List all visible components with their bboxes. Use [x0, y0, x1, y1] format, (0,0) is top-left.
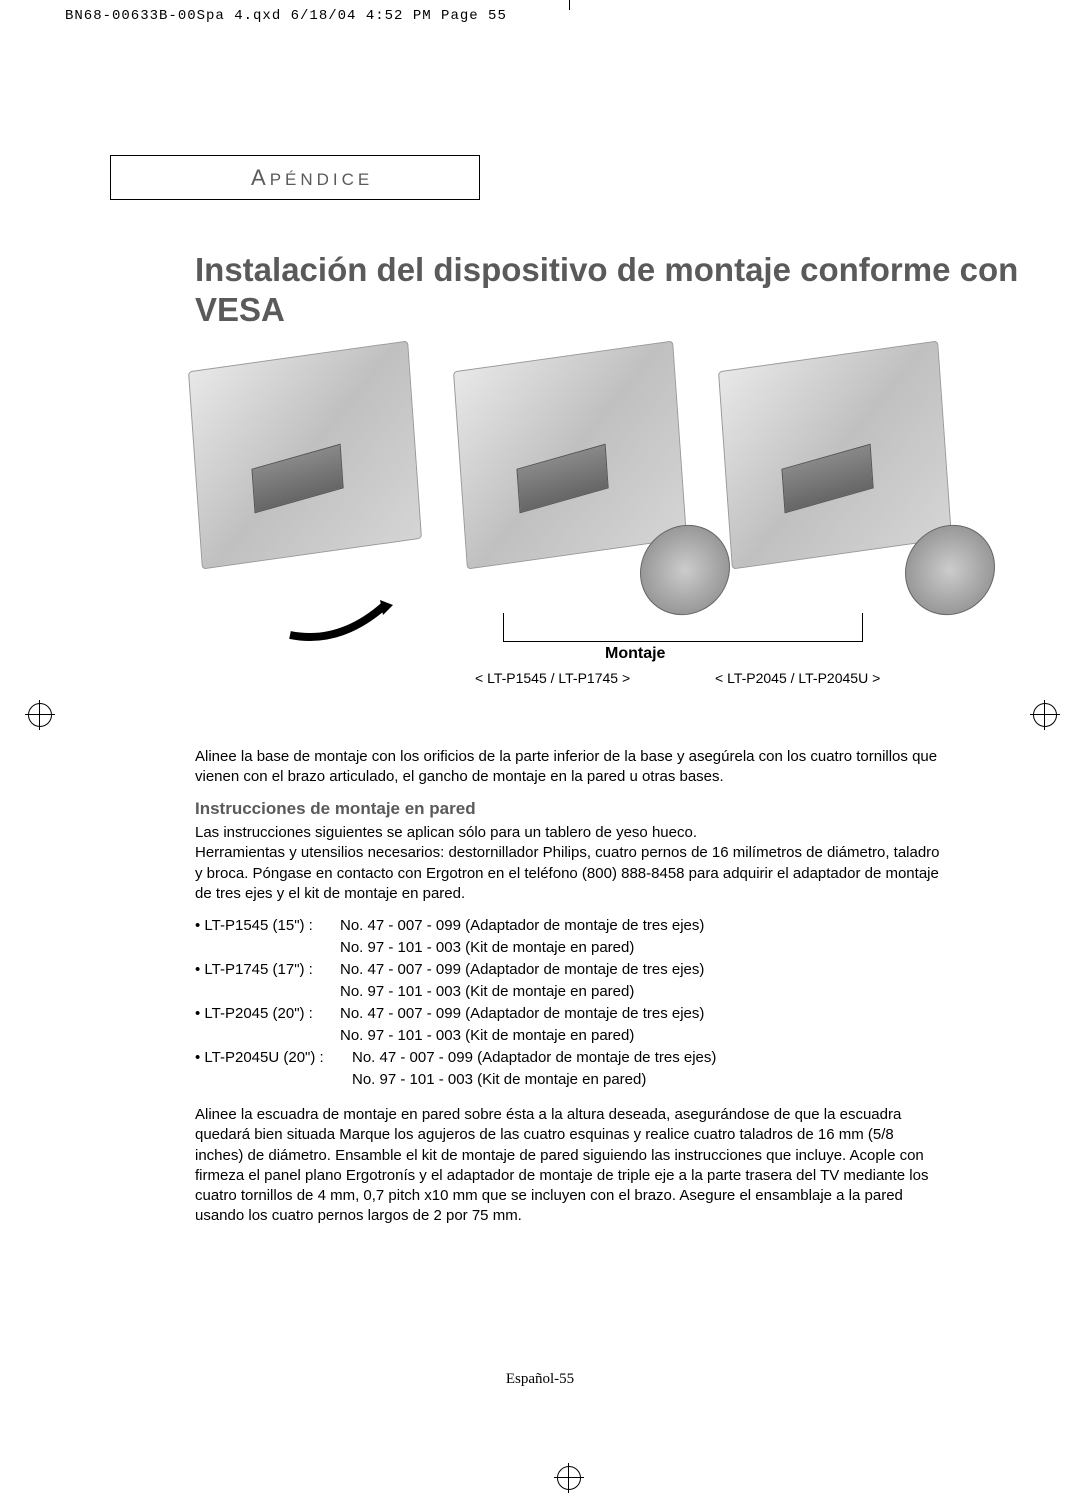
kit-row: No. 97 - 101 - 003 (Kit de montaje en pa… — [195, 981, 716, 1002]
caption-model-left: < LT-P1545 / LT-P1745 > — [475, 670, 630, 686]
bracket-line — [503, 641, 863, 642]
page-number: Español-55 — [15, 1371, 1065, 1388]
registration-mark-icon — [554, 1463, 584, 1493]
registration-mark-icon — [25, 700, 55, 730]
kit-row: • LT-P2045U (20") :No. 47 - 007 - 099 (A… — [195, 1047, 716, 1068]
kit-row: • LT-P2045 (20") : No. 47 - 007 - 099 (A… — [195, 1003, 716, 1024]
kit-row: No. 97 - 101 - 003 (Kit de montaje en pa… — [195, 1025, 716, 1046]
registration-mark-icon — [1030, 700, 1060, 730]
monitor-back-illustration-2 — [460, 355, 710, 625]
montaje-label: Montaje — [605, 645, 665, 663]
wall-mount-subheading: Instrucciones de montaje en pared — [195, 799, 476, 819]
section-label-box: APÉNDICE — [110, 155, 480, 200]
section-label-initial: A — [251, 165, 270, 190]
page-content: APÉNDICE Instalación del dispositivo de … — [15, 45, 1065, 1463]
instructions-paragraph: Las instrucciones siguientes se aplican … — [195, 823, 945, 904]
illustration-row — [195, 355, 975, 635]
intro-paragraph: Alinee la base de montaje con los orific… — [195, 747, 945, 788]
kit-row: • LT-P1745 (17") : No. 47 - 007 - 099 (A… — [195, 959, 716, 980]
kit-row: No. 97 - 101 - 003 (Kit de montaje en pa… — [195, 937, 716, 958]
monitor-back-illustration-1 — [195, 355, 445, 625]
section-label-text: PÉNDICE — [270, 170, 374, 189]
final-paragraph: Alinee la escuadra de montaje en pared s… — [195, 1105, 945, 1227]
monitor-back-illustration-3 — [725, 355, 975, 625]
kit-row: • LT-P1545 (15") : No. 47 - 007 - 099 (A… — [195, 915, 716, 936]
page-title: Instalación del dispositivo de montaje c… — [195, 250, 1065, 329]
caption-model-right: < LT-P2045 / LT-P2045U > — [715, 670, 880, 686]
file-header: BN68-00633B-00Spa 4.qxd 6/18/04 4:52 PM … — [65, 8, 507, 24]
arrow-icon — [285, 595, 395, 645]
crop-mark-icon — [560, 0, 580, 20]
kit-list: • LT-P1545 (15") : No. 47 - 007 - 099 (A… — [195, 915, 716, 1091]
kit-row: No. 97 - 101 - 003 (Kit de montaje en pa… — [195, 1069, 716, 1090]
